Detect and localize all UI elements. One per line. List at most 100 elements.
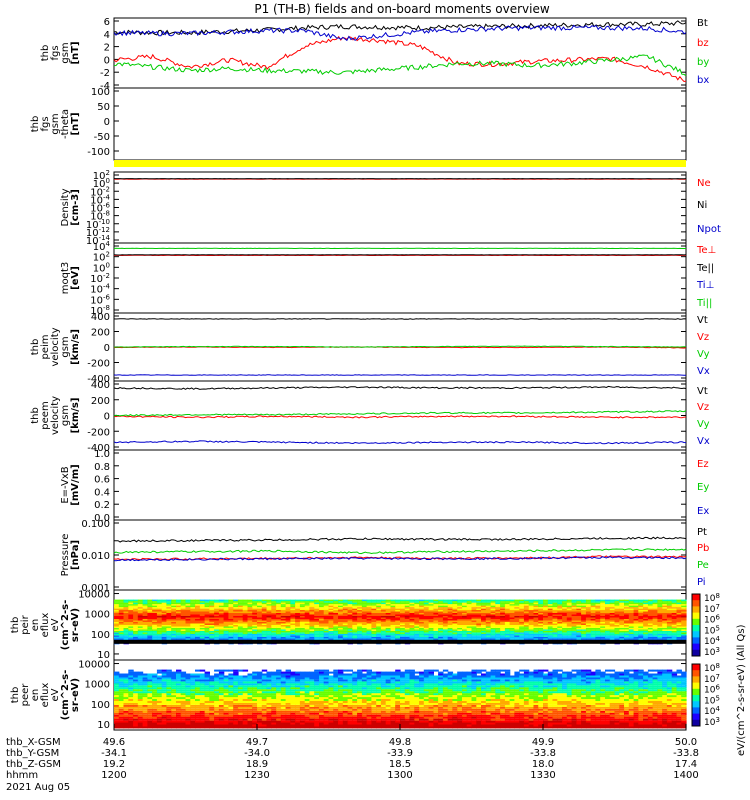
spectrogram-cell (233, 699, 239, 701)
spectrogram-cell (204, 611, 210, 613)
spectrogram-cell (366, 623, 372, 625)
spectrogram-cell (666, 629, 673, 631)
spectrogram-cell (509, 620, 515, 622)
spectrogram-cell (228, 627, 234, 630)
spectrogram-cell (223, 718, 229, 721)
spectrogram-cell (357, 636, 363, 639)
spectrogram-cell (257, 693, 263, 696)
spectrogram-cell (176, 683, 182, 686)
spectrogram-cell (619, 633, 625, 636)
spectrogram-cell (118, 611, 125, 613)
spectrogram-cell (166, 704, 172, 707)
spectrogram-cell (166, 669, 172, 672)
spectrogram-cell (114, 679, 120, 682)
spectrogram-cell (299, 714, 306, 717)
spectrogram-cell (133, 714, 139, 717)
spectrogram-cell (481, 599, 487, 602)
spectrogram-cell (271, 683, 277, 686)
spectrogram-cell (128, 726, 134, 729)
spectrogram-cell (657, 602, 663, 605)
spectrogram-cell (428, 635, 434, 637)
spectrogram-cell (176, 630, 182, 633)
spectrogram-cell (338, 627, 344, 630)
spectrogram-cell (590, 630, 597, 633)
spectrogram-cell (295, 622, 301, 624)
spectrogram-cell (128, 613, 134, 615)
spectrogram-cell (347, 608, 353, 611)
spectrogram-cell (328, 635, 334, 637)
spectrogram-cell (471, 635, 477, 637)
spectrogram-cell (552, 622, 558, 624)
spectrogram-cell (118, 685, 125, 688)
spectrogram-cell (218, 687, 225, 690)
spectrogram-cell (252, 695, 258, 698)
spectrogram-cell (233, 605, 239, 608)
spectrogram-cell (638, 626, 644, 628)
spectrogram-cell (142, 625, 148, 627)
y-axis-label-line: gsm (60, 42, 71, 63)
spectrogram-cell (676, 608, 682, 611)
spectrogram-cell (209, 716, 215, 719)
spectrogram-cell (495, 608, 501, 611)
spectrogram-cell (404, 613, 411, 615)
spectrogram-cell (304, 602, 311, 605)
spectrogram-cell (543, 630, 549, 633)
spectrogram-cell (514, 614, 520, 616)
spectrogram-cell (371, 629, 377, 631)
spectrogram-cell (271, 714, 277, 717)
spectrogram-cell (295, 699, 301, 701)
spectrogram-cell (190, 722, 196, 725)
spectrogram-cell (380, 608, 387, 611)
spectrogram-cell (204, 695, 210, 698)
spectrogram-cell (495, 614, 501, 616)
y-axis-label-line: gsm (50, 113, 61, 134)
spectrogram-cell (419, 626, 425, 628)
spectrogram-cell (233, 625, 239, 627)
spectrogram-cell (261, 627, 268, 630)
spectrogram-cell (309, 617, 315, 619)
y-tick-label: 0.4 (94, 487, 110, 498)
spectrogram-cell (395, 616, 401, 618)
spectrogram-cell (285, 706, 291, 709)
spectrogram-cell (152, 608, 158, 611)
spectrogram-cell (128, 622, 134, 624)
spectrogram-cell (562, 601, 568, 603)
spectrogram-cell (204, 716, 210, 719)
spectrogram-cell (438, 617, 444, 619)
spectrogram-cell (133, 699, 139, 701)
spectrogram-cell (304, 627, 311, 630)
spectrogram-cell (319, 681, 325, 684)
spectrogram-cell (595, 625, 601, 627)
spectrogram-cell (576, 610, 582, 612)
spectrogram-cell (500, 620, 506, 622)
spectrogram-cell (590, 614, 597, 616)
spectrogram-cell (266, 616, 272, 618)
spectrogram-cell (581, 636, 587, 639)
spectrogram-cell (114, 633, 120, 636)
y-tick-label: 10 (97, 720, 110, 731)
spectrogram-cell (319, 726, 325, 729)
y-axis-label-line: [mV/m] (70, 464, 81, 505)
spectrogram-cell (128, 636, 134, 639)
spectrogram-cell (242, 632, 249, 634)
spectrogram-cell (299, 627, 306, 630)
spectrogram-cell (223, 599, 229, 602)
spectrogram-cell (647, 602, 654, 605)
spectrogram-cell (452, 632, 458, 634)
spectrogram-cell (304, 675, 311, 678)
spectrogram-cell (333, 613, 339, 615)
spectrogram-cell (481, 613, 487, 615)
spectrogram-cell (657, 608, 663, 611)
spectrogram-cell (523, 599, 530, 602)
spectrogram-cell (376, 632, 382, 634)
spectrogram-cell (199, 710, 206, 713)
spectrogram-cell (476, 619, 482, 621)
spectrogram-cell (576, 622, 582, 624)
spectrogram-cell (114, 619, 120, 621)
spectrogram-cell (180, 633, 187, 636)
spectrogram-cell (638, 625, 644, 627)
spectrogram-cell (414, 614, 420, 616)
spectrogram-cell (419, 613, 425, 615)
spectrogram-cell (466, 626, 473, 628)
spectrogram-cell (519, 614, 525, 616)
